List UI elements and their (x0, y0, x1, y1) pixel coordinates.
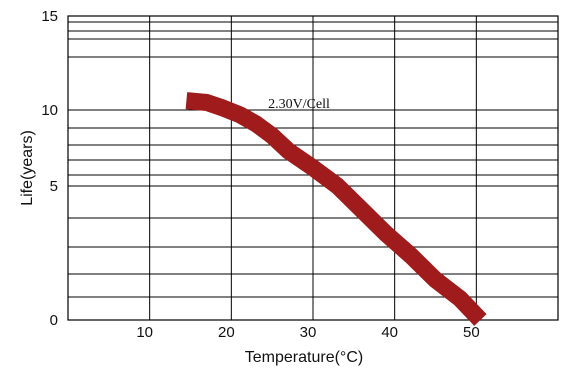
y-tick-label: 0 (50, 312, 58, 329)
x-tick-label: 30 (300, 324, 317, 341)
series-layer (185, 92, 487, 326)
x-tick-labels: 10 20 30 40 50 (136, 324, 479, 341)
x-tick-label: 40 (381, 324, 398, 341)
plot-frame (67, 15, 559, 321)
x-tick-label: 10 (136, 324, 153, 341)
voltage-annotation: 2.30V/Cell (268, 97, 330, 112)
y-tick-label: 15 (41, 8, 58, 25)
y-axis-label: Life(years) (19, 130, 36, 206)
series-line (185, 92, 487, 326)
x-axis-label: Temperature(°C) (245, 349, 363, 366)
y-tick-label: 10 (41, 102, 58, 119)
y-tick-label: 5 (50, 178, 58, 195)
x-tick-label: 20 (218, 324, 235, 341)
y-tick-labels: 0 5 10 15 (41, 8, 58, 329)
x-tick-label: 50 (463, 324, 480, 341)
